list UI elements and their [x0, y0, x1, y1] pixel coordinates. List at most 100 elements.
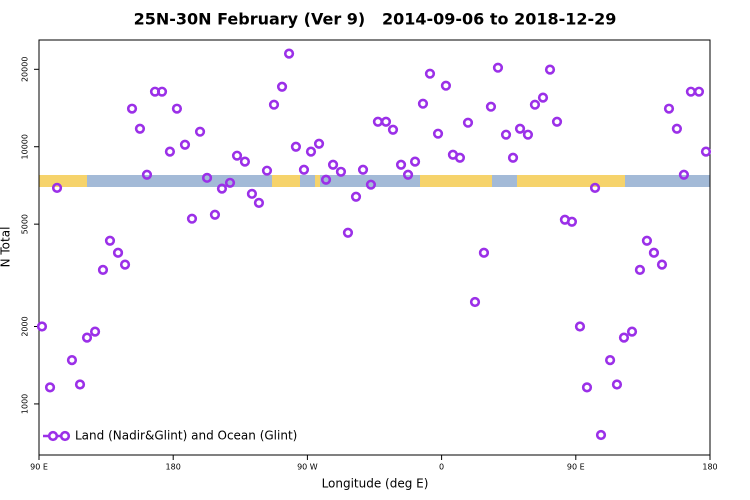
point [224, 177, 236, 188]
point [574, 321, 586, 332]
point [327, 159, 339, 170]
point [478, 247, 490, 258]
point [402, 169, 414, 180]
point [268, 99, 280, 110]
land-band [272, 175, 300, 187]
point [522, 129, 534, 140]
plot-frame [38, 39, 711, 456]
point [440, 80, 452, 91]
point [141, 169, 153, 180]
point [276, 81, 288, 92]
point [313, 138, 325, 149]
point [51, 182, 63, 193]
point [126, 103, 138, 114]
point [119, 259, 131, 270]
land-band [517, 175, 625, 187]
point [462, 117, 474, 128]
point [380, 116, 392, 127]
point [589, 182, 601, 193]
point [164, 146, 176, 157]
point [134, 123, 146, 134]
point [618, 332, 630, 343]
x-tick-label: 90 W [297, 463, 318, 472]
y-tick-label: 10000 [21, 134, 30, 159]
x-axis-label: Longitude (deg E) [322, 477, 429, 491]
point [507, 152, 519, 163]
x-tick-label: 90 E [30, 463, 48, 472]
point [537, 92, 549, 103]
land-band [420, 175, 492, 187]
legend-label: Land (Nadir&Glint) and Ocean (Glint) [75, 429, 297, 443]
x-tick-label: 180 [702, 463, 717, 472]
point [372, 116, 384, 127]
y-tick-label: 20000 [21, 57, 30, 82]
point [544, 64, 556, 75]
point [179, 139, 191, 150]
legend-marker [59, 430, 71, 442]
point [357, 164, 369, 175]
point [566, 216, 578, 227]
point [156, 86, 168, 97]
point [663, 103, 675, 114]
point [626, 326, 638, 337]
point [492, 62, 504, 73]
legend-marker [47, 430, 59, 442]
point [201, 172, 213, 183]
point [641, 235, 653, 246]
point [283, 48, 295, 59]
point [194, 126, 206, 137]
point [320, 174, 332, 185]
point [290, 141, 302, 152]
x-tick-label: 90 E [567, 463, 585, 472]
point [514, 123, 526, 134]
point [432, 128, 444, 139]
y-tick-label: 5000 [21, 214, 30, 234]
point [81, 332, 93, 343]
point [66, 355, 78, 366]
point [693, 86, 705, 97]
point [604, 355, 616, 366]
point [581, 382, 593, 393]
point [298, 164, 310, 175]
point [395, 159, 407, 170]
point [231, 150, 243, 161]
y-tick-label: 1000 [21, 394, 30, 414]
land-band [315, 175, 320, 187]
point [685, 86, 697, 97]
land-band [39, 175, 87, 187]
point [485, 101, 497, 112]
point [246, 188, 258, 199]
point [74, 379, 86, 390]
point [253, 197, 265, 208]
x-tick-label: 180 [166, 463, 181, 472]
point [424, 68, 436, 79]
point [500, 129, 512, 140]
point [634, 264, 646, 275]
point [97, 264, 109, 275]
point [350, 191, 362, 202]
point [529, 99, 541, 110]
point [209, 209, 221, 220]
point [365, 179, 377, 190]
point [44, 382, 56, 393]
point [409, 156, 421, 167]
point [551, 116, 563, 127]
point [700, 146, 712, 157]
point [239, 156, 251, 167]
point [417, 98, 429, 109]
point [261, 165, 273, 176]
point [305, 146, 317, 157]
point [171, 103, 183, 114]
x-tick-label: 0 [439, 463, 444, 472]
point [89, 326, 101, 337]
point [678, 169, 690, 180]
y-tick-label: 2000 [21, 316, 30, 336]
chart-title: 25N-30N February (Ver 9) 2014-09-06 to 2… [134, 10, 617, 29]
point [112, 247, 124, 258]
point [335, 166, 347, 177]
point [216, 183, 228, 194]
point [387, 124, 399, 135]
point [671, 123, 682, 134]
y-axis-label: N Total [0, 227, 13, 268]
